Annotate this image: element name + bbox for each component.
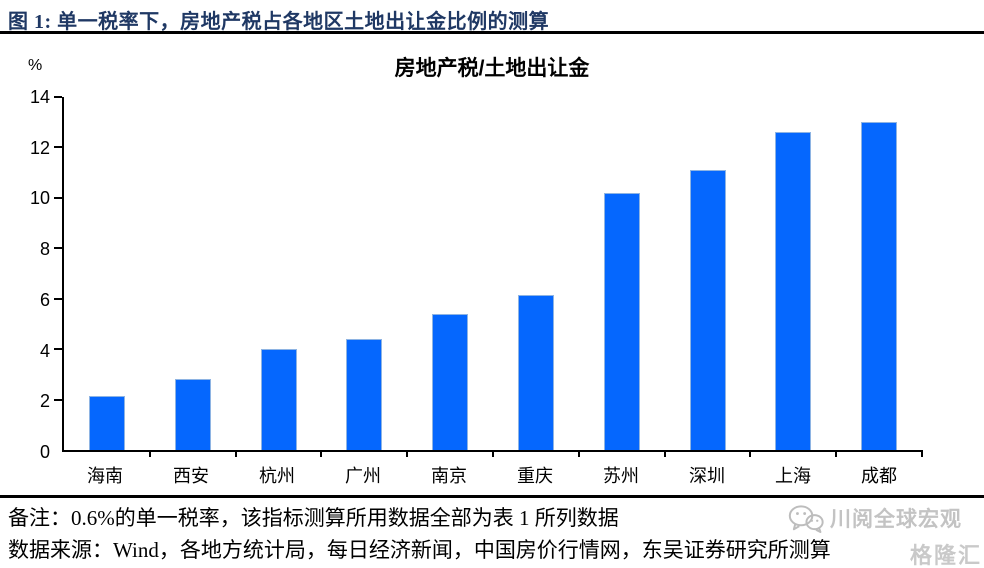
bar-海南 — [88, 395, 125, 450]
x-axis-tick — [577, 450, 580, 457]
footer-divider-line — [0, 495, 984, 498]
x-axis-category-label: 上海 — [775, 466, 811, 486]
header-divider-line — [0, 31, 984, 34]
y-axis-tick-label: 2 — [39, 391, 50, 412]
x-axis-tick — [148, 450, 151, 457]
y-axis-tick-label: 0 — [39, 442, 50, 462]
bar-西安 — [174, 379, 211, 450]
chart-title: 房地产税/土地出让金 — [394, 57, 590, 80]
bar-chart-plot-area — [54, 96, 923, 457]
x-axis-category-label: 成都 — [861, 466, 897, 486]
y-axis-tick — [54, 146, 62, 149]
x-axis-tick — [921, 450, 923, 457]
x-axis-tick — [492, 450, 494, 457]
x-axis-category-label: 西安 — [173, 466, 209, 486]
y-axis-tick-label: 12 — [29, 137, 50, 158]
y-axis-labels: 0 2 4 6 8 10 12 14 — [0, 88, 50, 461]
y-axis-tick — [54, 348, 62, 351]
y-axis-tick — [54, 297, 62, 300]
bar-深圳 — [689, 170, 726, 450]
x-axis-category-label: 重庆 — [517, 466, 553, 486]
gelonghui-logo-watermark: 格隆汇 — [909, 543, 982, 568]
x-axis-tick — [234, 450, 237, 457]
bar-广州 — [346, 339, 383, 450]
y-axis-tick — [54, 398, 62, 401]
y-axis-tick-label: 4 — [39, 340, 50, 361]
figure-caption: 图 1: 单一税率下，房地产税占各地区土地出让金比例的测算 — [8, 11, 550, 33]
x-axis-tick — [406, 450, 409, 457]
y-axis-tick — [54, 96, 62, 98]
y-axis-unit-label: % — [28, 57, 43, 74]
bar-南京 — [432, 313, 469, 450]
y-axis-tick-label: 6 — [39, 289, 50, 310]
x-axis-tick — [835, 450, 838, 457]
x-axis-category-label: 广州 — [345, 466, 381, 486]
x-axis-category-label: 苏州 — [603, 466, 639, 486]
bar-成都 — [861, 122, 898, 450]
y-axis-tick-label: 8 — [39, 239, 50, 260]
bar-苏州 — [603, 192, 640, 450]
x-axis-tick — [663, 450, 666, 457]
watermark-text: 川阅全球宏观 — [830, 508, 962, 531]
data-source-note: 数据来源：Wind，各地方统计局，每日经济新闻，中国房价行情网，东吴证券研究所测… — [8, 538, 831, 562]
x-axis-category-label: 杭州 — [259, 466, 295, 486]
wechat-watermark: 川阅全球宏观 — [788, 503, 962, 533]
y-axis-tick-label: 10 — [29, 188, 50, 209]
wechat-icon — [788, 504, 824, 533]
x-axis-labels: 海南 西安 杭州 广州 南京 重庆 苏州 深圳 上海 成都 — [62, 462, 922, 488]
bar-上海 — [775, 132, 812, 450]
x-axis-tick — [749, 450, 752, 457]
x-axis-tick — [320, 450, 323, 457]
remark-note: 备注：0.6%的单一税率，该指标测算所用数据全部为表 1 所列数据 — [8, 506, 619, 530]
x-axis-category-label: 深圳 — [689, 466, 725, 486]
x-axis-category-label: 海南 — [87, 466, 123, 486]
bar-杭州 — [260, 349, 297, 450]
x-axis-category-label: 南京 — [431, 466, 467, 486]
y-axis-tick — [54, 196, 62, 199]
y-axis-tick-label: 14 — [29, 87, 50, 107]
y-axis-tick — [54, 247, 62, 250]
bar-重庆 — [517, 294, 554, 450]
